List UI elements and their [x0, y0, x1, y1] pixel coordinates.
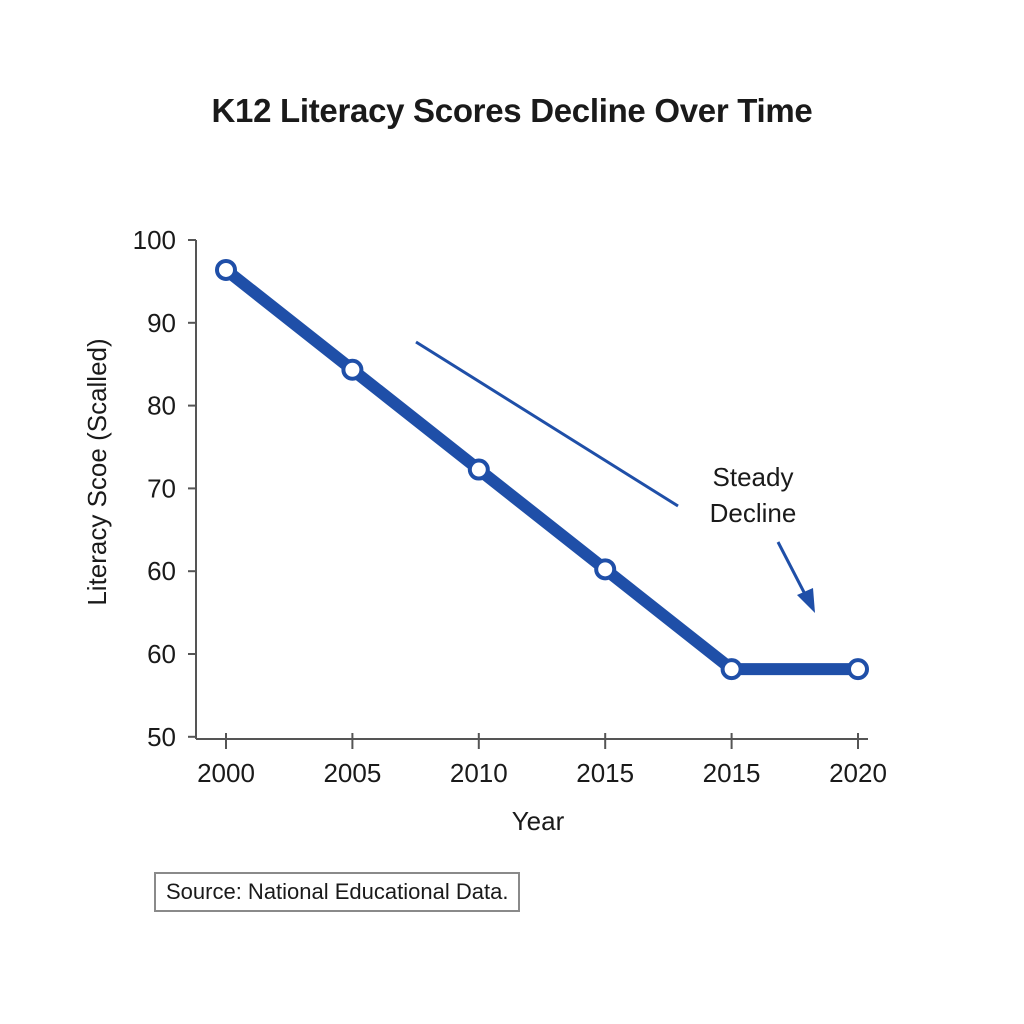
y-tick-label: 50 — [147, 722, 176, 752]
x-tick-label: 2015 — [703, 758, 761, 788]
data-point — [467, 458, 490, 481]
y-axis-title: Literacy Scoe (Scalled) — [82, 338, 112, 605]
annotation-arrow-head — [797, 588, 815, 613]
data-point — [341, 358, 364, 381]
series-line — [220, 263, 864, 676]
source-note: Source: National Educational Data. — [154, 872, 521, 912]
x-tick-label: 2010 — [450, 758, 508, 788]
data-point — [720, 658, 743, 681]
annotation-text-line1: Steady — [713, 462, 794, 492]
y-axis-ticks: 100 90 80 70 60 60 50 — [133, 225, 196, 752]
annotation: Steady Decline — [415, 340, 815, 613]
y-tick-label: 60 — [147, 556, 176, 586]
y-tick-label: 70 — [147, 473, 176, 503]
x-axis-title: Year — [512, 806, 565, 836]
y-tick-label: 100 — [133, 225, 176, 255]
y-tick-label: 90 — [147, 308, 176, 338]
x-tick-label: 2020 — [829, 758, 887, 788]
data-point — [594, 558, 617, 581]
y-tick-label: 80 — [147, 391, 176, 421]
data-point — [847, 658, 869, 681]
x-axis-ticks: 2000 2005 2010 2015 2015 2020 — [197, 733, 887, 788]
annotation-arrow-shaft — [776, 541, 810, 601]
y-tick-label: 60 — [147, 639, 176, 669]
x-tick-label: 2005 — [323, 758, 381, 788]
data-point — [215, 258, 237, 281]
chart-title: K12 Literacy Scores Decline Over Time — [211, 92, 813, 129]
x-tick-label: 2000 — [197, 758, 255, 788]
x-tick-label: 2015 — [576, 758, 634, 788]
annotation-text-line2: Decline — [710, 498, 797, 528]
trend-annotation-line — [415, 340, 679, 508]
series-group — [215, 258, 869, 681]
